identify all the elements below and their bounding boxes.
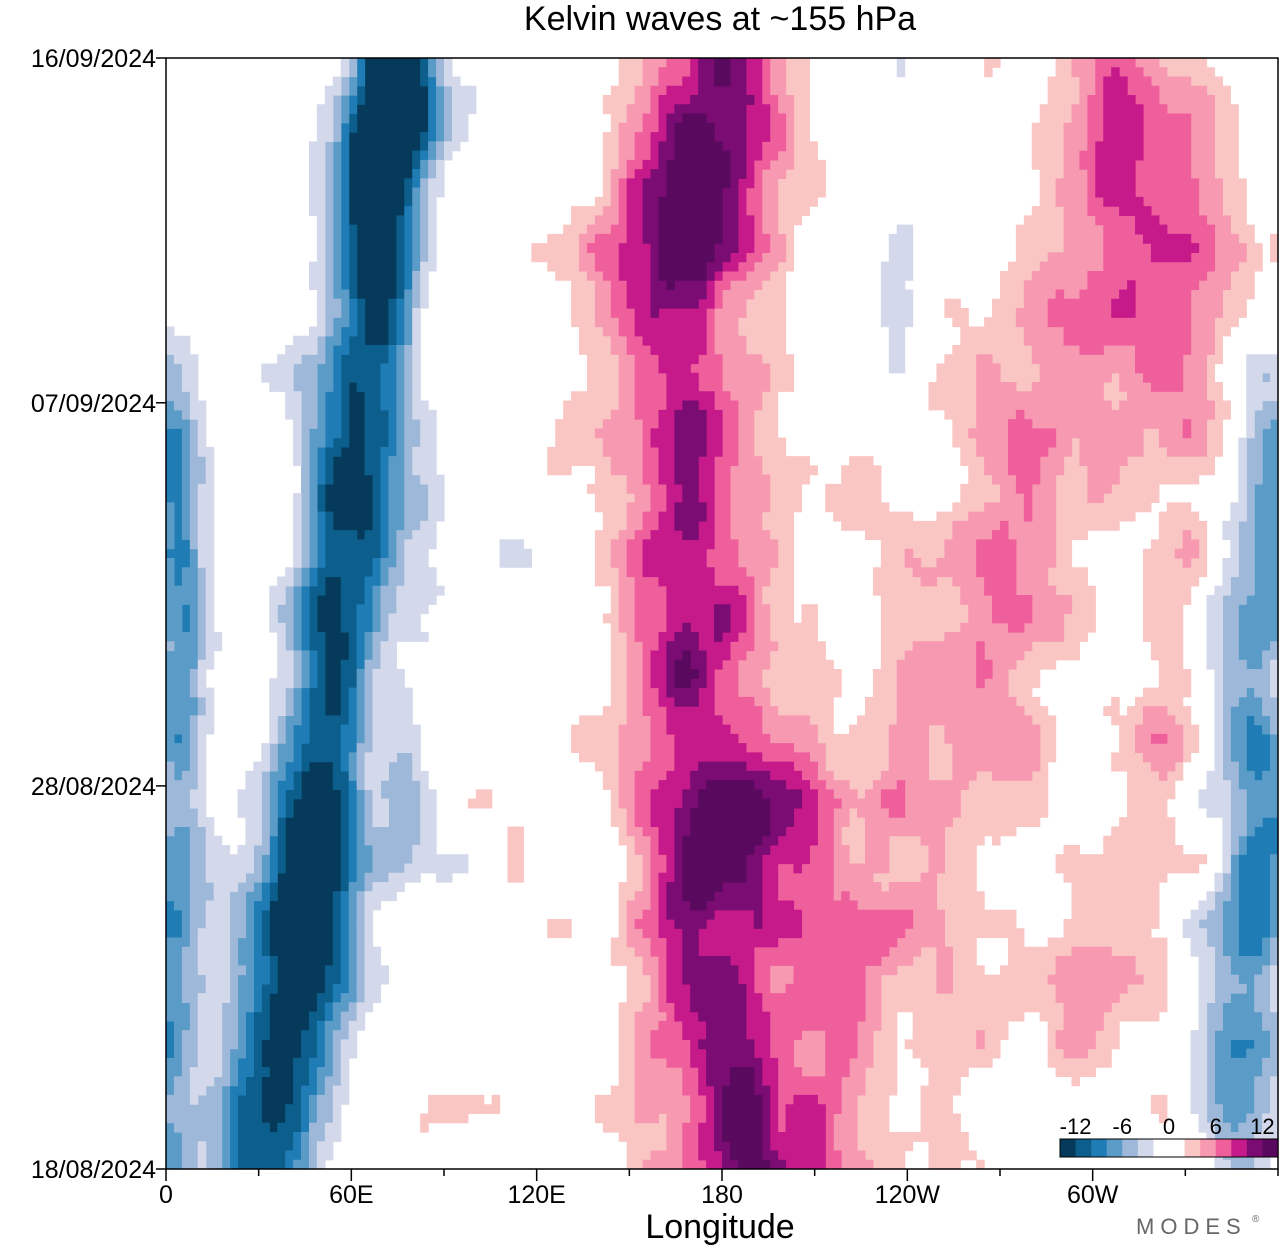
colorbar-swatch [1075,1139,1092,1157]
x-tick-label: 180 [701,1181,743,1209]
colorbar-label: 6 [1210,1114,1222,1139]
colorbar-frame [1059,1138,1279,1158]
colorbar-label: 12 [1250,1114,1274,1139]
contour-band-0 [261,58,429,1133]
contour-band-13 [658,58,771,1169]
colorbar-swatch [1060,1139,1076,1157]
y-tick-label: 28/08/2024 [31,773,156,801]
colorbar-swatch [1231,1139,1248,1157]
colorbar-label: -12 [1060,1114,1092,1139]
y-axis: 18/08/2024 28/08/2024 07/09/2024 16/09/2024 [31,45,166,1184]
colorbar-swatch [1184,1139,1201,1157]
x-tick-label: 60W [1067,1181,1119,1209]
colorbar-swatch [1200,1139,1217,1157]
contour-band-5 [166,58,1278,1169]
contour-band-1 [237,58,429,1169]
colorbar: -12 -6 0 6 12 [1059,1114,1279,1158]
contour-band-10 [586,58,1216,1169]
chart-title: Kelvin waves at ~155 hPa [524,0,916,38]
x-axis: 0 60E 120E 180 120W 60W [159,1169,1279,1209]
y-tick-label: 07/09/2024 [31,390,156,418]
colorbar-label: 0 [1163,1114,1175,1139]
contour-band-9 [579,58,1247,1169]
registered-mark-icon: ® [1252,1214,1260,1225]
contour-field [166,58,1278,1169]
colorbar-swatch [1106,1139,1123,1157]
colorbar-swatch [1137,1139,1154,1157]
colorbar-swatch [1153,1139,1170,1157]
modes-logo: MODES [1136,1214,1247,1239]
colorbar-label: -6 [1113,1114,1133,1139]
x-tick-label: 120E [507,1181,565,1209]
y-tick-label: 16/09/2024 [31,45,156,73]
colorbar-swatch [1091,1139,1108,1157]
x-tick-label: 0 [159,1181,173,1209]
y-tick-label: 18/08/2024 [31,1156,156,1184]
x-tick-label: 120W [875,1181,941,1209]
colorbar-swatch [1169,1139,1185,1157]
colorbar-swatch [1122,1139,1139,1157]
x-tick-label: 60E [329,1181,373,1209]
colorbar-swatch [1246,1139,1263,1157]
contour-band-8 [420,58,1278,1169]
colorbar-swatch [1215,1139,1232,1157]
x-axis-label: Longitude [645,1208,794,1246]
contour-band-11 [618,58,1200,1169]
colorbar-swatch [1262,1139,1279,1157]
